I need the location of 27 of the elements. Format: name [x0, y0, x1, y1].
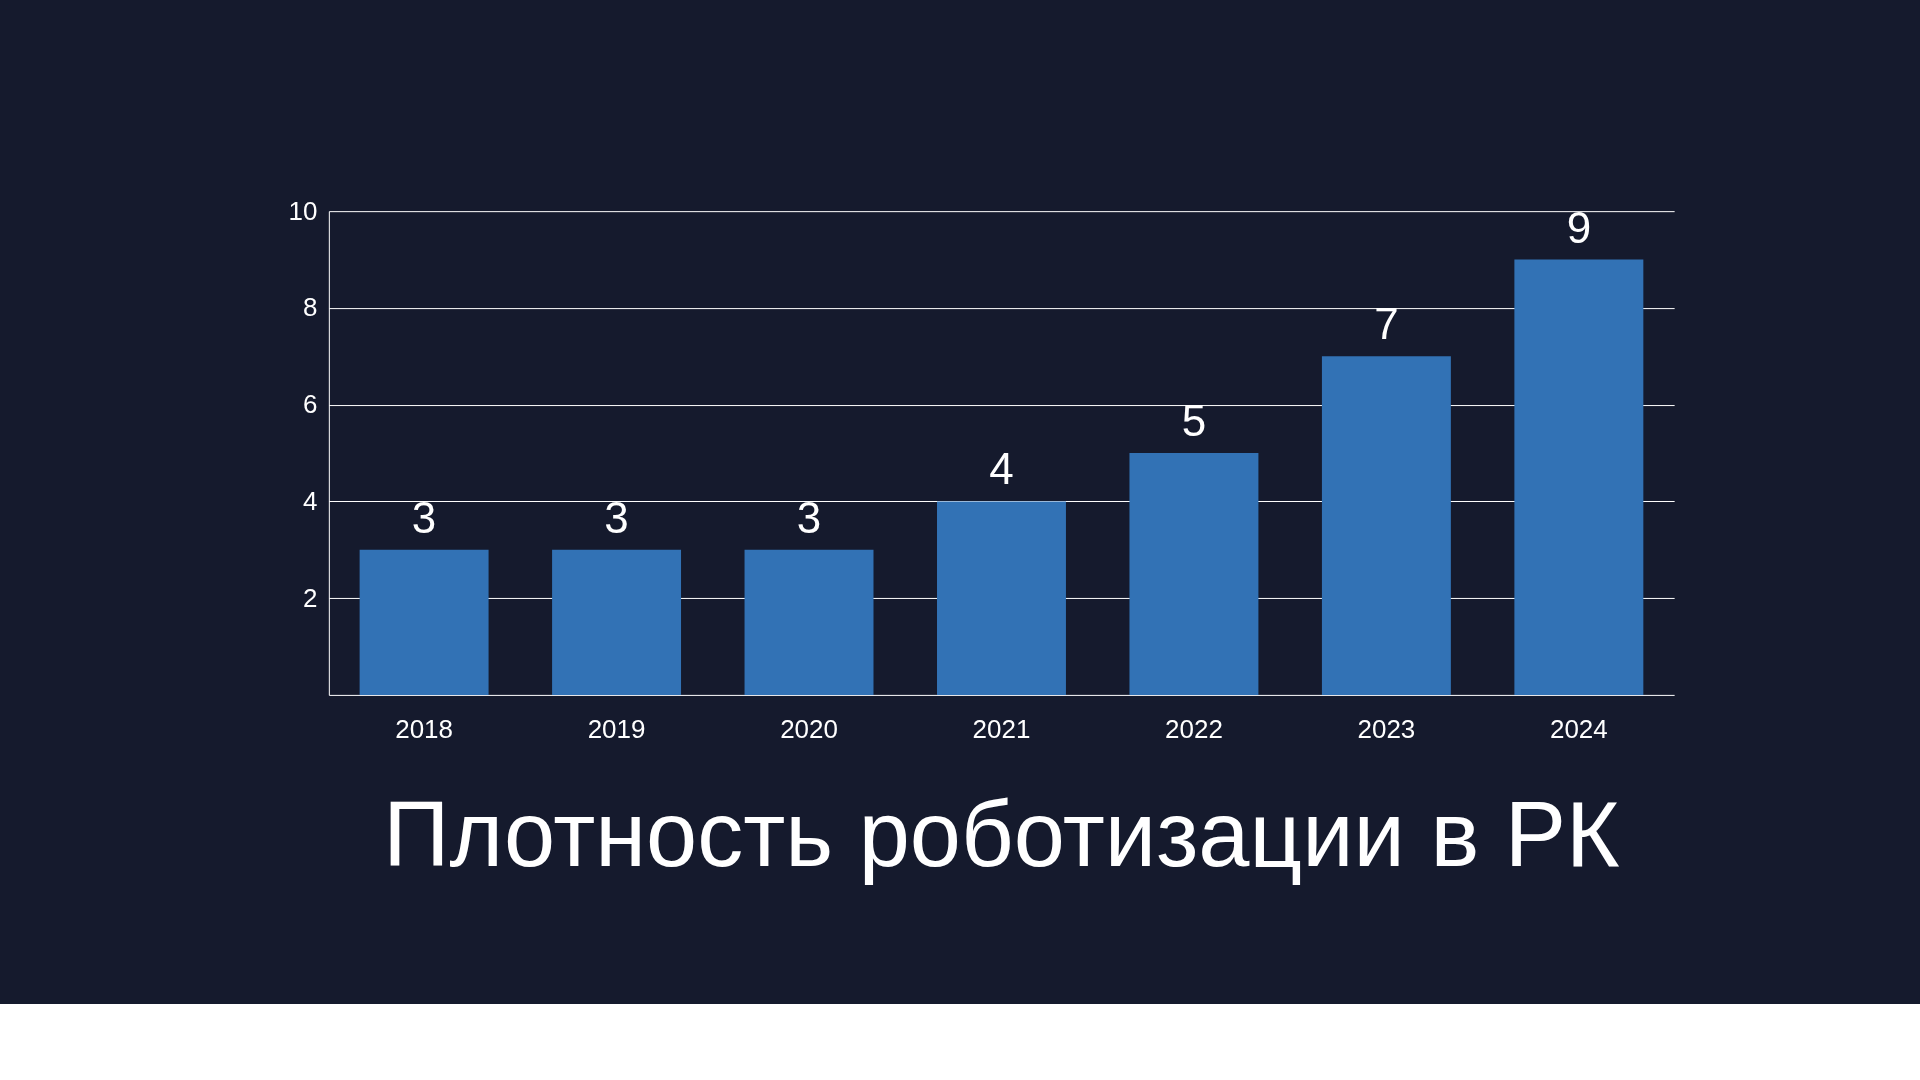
x-tick-label: 2021	[972, 714, 1031, 745]
data-label: 3	[796, 492, 822, 542]
bar	[1129, 453, 1259, 695]
bar	[1321, 356, 1451, 695]
data-label: 3	[604, 492, 629, 542]
y-tick-label: 10	[288, 195, 318, 226]
bar	[552, 549, 682, 695]
x-tick-label: 2024	[1549, 714, 1608, 745]
bar	[359, 549, 489, 695]
data-label: 5	[1181, 396, 1207, 446]
data-label: 3	[411, 492, 437, 542]
y-tick-label: 8	[302, 292, 318, 323]
x-tick-label: 2018	[395, 714, 453, 745]
data-label: 4	[989, 444, 1014, 494]
bar	[744, 549, 874, 695]
y-tick-label: 4	[302, 485, 318, 516]
x-tick-label: 2022	[1165, 714, 1223, 745]
x-tick-label: 2020	[780, 714, 838, 745]
data-label: 9	[1566, 202, 1592, 252]
bar	[1514, 259, 1644, 695]
x-tick-label: 2019	[587, 714, 646, 745]
x-tick-label: 2023	[1357, 714, 1416, 745]
y-tick-label: 2	[302, 582, 318, 613]
text: Плотность роботизации в РК	[383, 782, 1621, 885]
data-label: 7	[1374, 299, 1399, 349]
y-tick-label: 6	[302, 389, 318, 420]
bar	[937, 501, 1066, 695]
